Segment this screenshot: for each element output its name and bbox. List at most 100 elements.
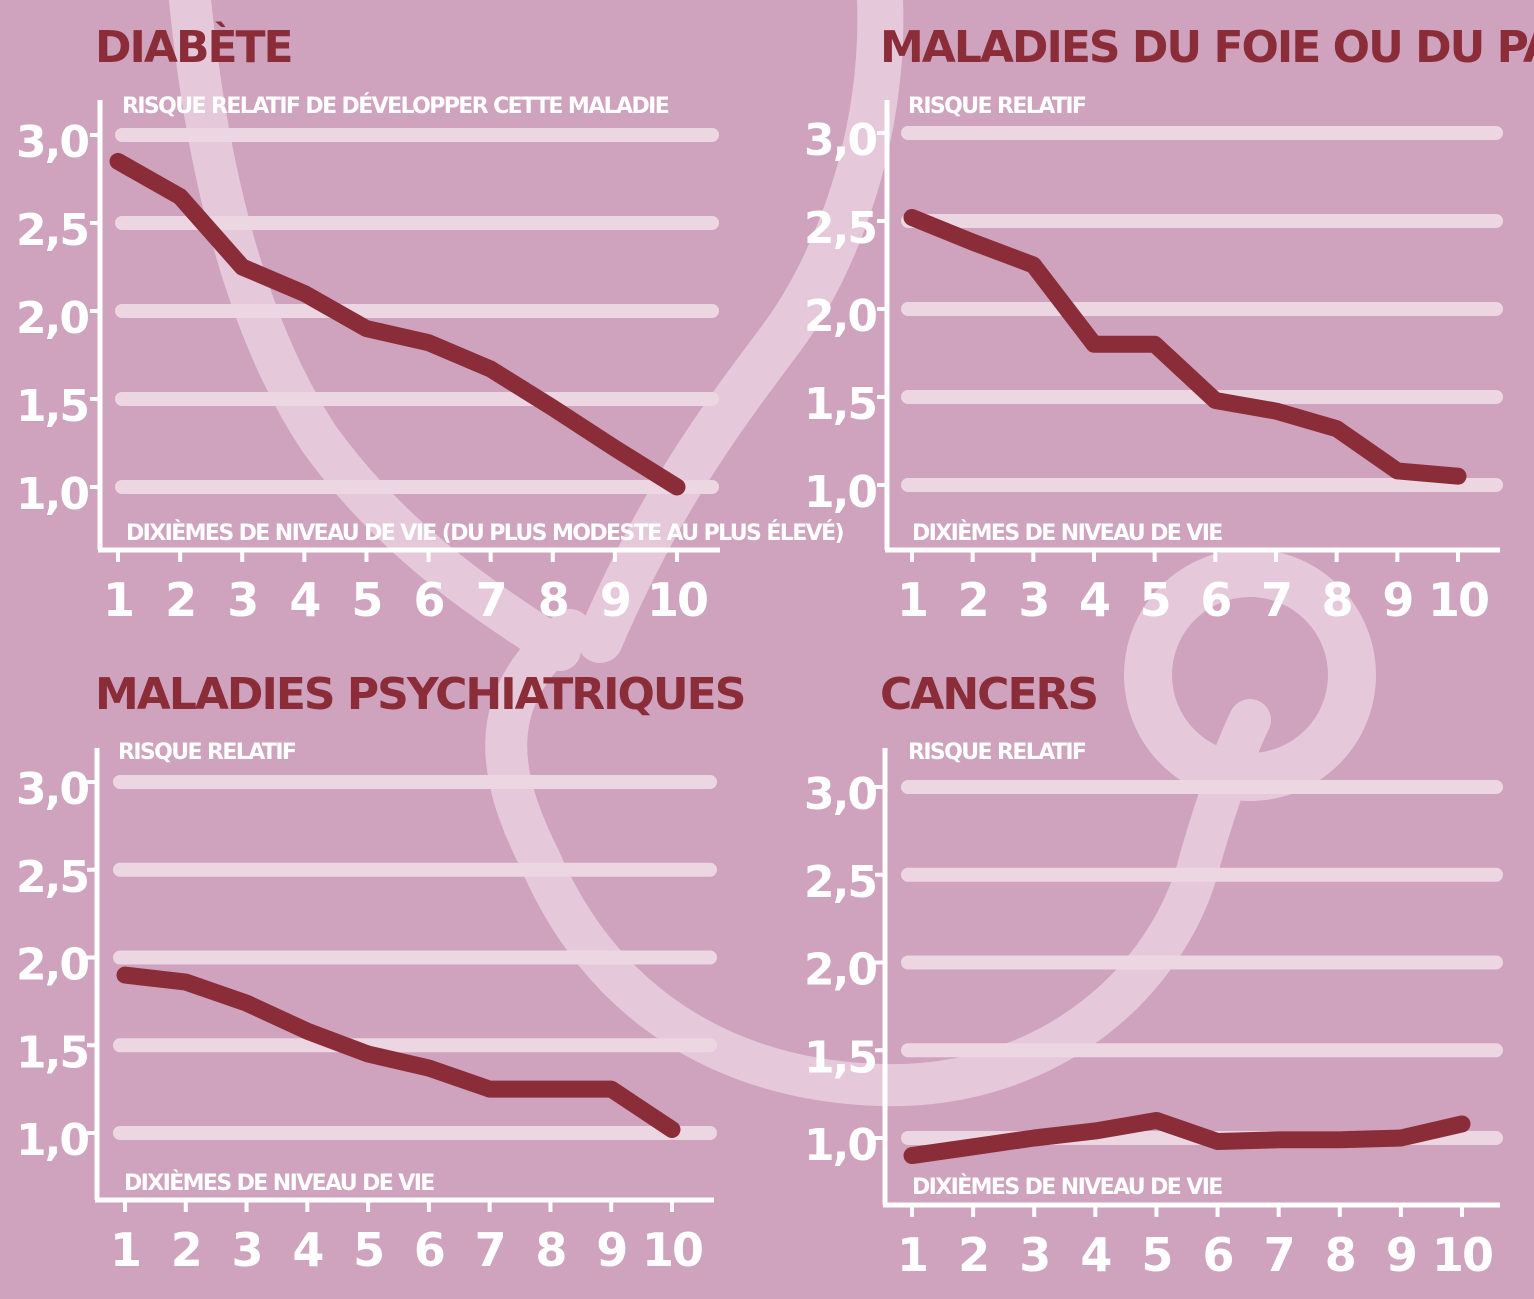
data-point	[1338, 1138, 1341, 1141]
chart-title: DIABÈTE	[95, 20, 292, 73]
x-tick-label: 4	[292, 1223, 322, 1277]
x-tick-label: 9	[1382, 573, 1412, 627]
x-tick-label: 8	[538, 573, 568, 627]
data-point	[124, 974, 126, 977]
x-tick-label: 6	[1200, 573, 1230, 627]
data-point	[179, 195, 182, 198]
data-point	[1093, 343, 1095, 346]
chart-panel-4: 1,0 1,5 2,0 2,5 3,0 1 2 3 4 5 6 7 8 9 10 CANCERS RISQUE …	[804, 669, 1503, 1282]
x-tick-label: 5	[1140, 573, 1170, 627]
y-axis-label: RISQUE RELATIF	[908, 94, 1086, 119]
x-axis-label: DIXIÈMES DE NIVEAU DE VIE	[912, 520, 1222, 546]
x-axis-label: DIXIÈMES DE NIVEAU DE VIE	[912, 1174, 1222, 1200]
x-tick-label: 6	[414, 573, 444, 627]
x-axis-label: DIXIÈMES DE NIVEAU DE VIE	[124, 1170, 434, 1196]
x-tick-label: 2	[165, 573, 195, 627]
series-line	[116, 966, 681, 1138]
data-point	[1214, 399, 1217, 402]
y-tick-label: 2,0	[804, 291, 876, 342]
stethoscope-chestpiece	[1124, 549, 1376, 801]
data-point	[613, 447, 616, 450]
series-line	[903, 208, 1467, 485]
x-tick-label: 4	[1079, 573, 1109, 627]
y-tick-label: 3,0	[804, 115, 876, 166]
x-tick-label: 3	[227, 573, 257, 627]
y-tick-label: 3,0	[16, 764, 88, 815]
chart-panel-2: 1,0 1,5 2,0 2,5 3,0 1 2 3 4 5 6 7 8 9 10 MALADIES DU FO…	[804, 20, 1534, 627]
y-tick-label: 2,5	[804, 857, 876, 908]
x-tick-label: 7	[1264, 1228, 1294, 1282]
x-tick-label: 1	[897, 573, 927, 627]
series-line	[109, 152, 686, 496]
y-tick-label: 2,5	[16, 205, 88, 256]
y-tick-label: 2,5	[804, 203, 876, 254]
y-tick-label: 1,5	[16, 1027, 88, 1078]
y-tick-label: 1,0	[16, 469, 88, 520]
y-axis-label: RISQUE RELATIF	[908, 740, 1086, 765]
x-axis-label: DIXIÈMES DE NIVEAU DE VIE (DU PLUS MODES…	[126, 520, 843, 546]
x-tick-label: 4	[1080, 1228, 1110, 1282]
stethoscope-center-tube	[485, 609, 1271, 1107]
data-point	[1216, 1140, 1219, 1143]
data-point	[489, 368, 492, 371]
x-tick-label: 8	[1322, 573, 1352, 627]
y-tick-label: 3,0	[16, 117, 88, 168]
data-point	[184, 981, 187, 984]
y-tick-label: 1,5	[804, 1032, 876, 1083]
data-point	[610, 1088, 613, 1091]
x-tick-label: 9	[596, 1223, 626, 1277]
data-point	[367, 1053, 370, 1056]
data-point	[971, 241, 974, 244]
x-tick-label: 3	[1018, 573, 1048, 627]
y-tick-label: 2,5	[16, 852, 88, 903]
chart-panel-1: 1,0 1,5 2,0 2,5 3,0 1 2 3 4 5 6 7 8 9 10 DIABÈTE RISQUE …	[16, 20, 845, 627]
data-point	[1094, 1129, 1097, 1132]
x-tick-label: 2	[171, 1223, 201, 1277]
data-point	[1275, 410, 1277, 413]
data-point	[671, 1128, 673, 1131]
data-point	[1153, 343, 1156, 346]
x-tick-label: 1	[103, 573, 133, 627]
y-tick-label: 2,0	[804, 945, 876, 996]
y-axis-label: RISQUE RELATIF DE DÉVELOPPER CETTE MALAD…	[122, 93, 669, 119]
x-tick-label: 1	[897, 1228, 927, 1282]
x-tick-label: 2	[958, 573, 988, 627]
x-tick-label: 2	[958, 1228, 988, 1282]
x-tick-label: 10	[1432, 1228, 1492, 1282]
x-tick-label: 5	[1141, 1228, 1171, 1282]
x-tick-label: 10	[1428, 573, 1488, 627]
data-point	[117, 160, 119, 163]
y-tick-label: 1,0	[804, 467, 876, 518]
x-tick-label: 8	[535, 1223, 565, 1277]
data-point	[1399, 1137, 1402, 1139]
data-point	[1032, 264, 1035, 266]
data-point	[427, 341, 430, 344]
data-point	[1457, 475, 1459, 478]
x-tick-label: 6	[1203, 1228, 1233, 1282]
x-tick-label: 1	[110, 1223, 140, 1277]
data-point	[1033, 1137, 1036, 1139]
data-point	[1461, 1122, 1463, 1125]
x-tick-label: 7	[476, 573, 506, 627]
x-tick-label: 10	[642, 1223, 702, 1277]
data-point	[245, 1002, 248, 1005]
chart-title: CANCERS	[880, 669, 1097, 720]
data-point	[1155, 1119, 1158, 1122]
x-tick-label: 4	[289, 573, 319, 627]
stethoscope-right-tube	[577, 0, 904, 663]
data-point	[1396, 469, 1399, 472]
data-point	[365, 327, 368, 330]
data-point	[676, 486, 678, 488]
y-tick-label: 1,5	[804, 379, 876, 430]
data-point	[549, 1088, 552, 1091]
x-tick-label: 9	[600, 573, 630, 627]
data-point	[972, 1145, 975, 1148]
x-tick-label: 6	[414, 1223, 444, 1277]
chart-panel-3: 1,0 1,5 2,0 2,5 3,0 1 2 3 4 5 6 7 8 9 10 MALADIES PSYCH…	[16, 669, 746, 1277]
chart-title: MALADIES DU FOIE OU DU PANCRÉAS	[880, 20, 1534, 73]
data-point	[303, 292, 306, 295]
y-tick-label: 2,0	[16, 940, 88, 991]
y-tick-label: 1,5	[16, 381, 88, 432]
x-tick-label: 5	[351, 573, 381, 627]
